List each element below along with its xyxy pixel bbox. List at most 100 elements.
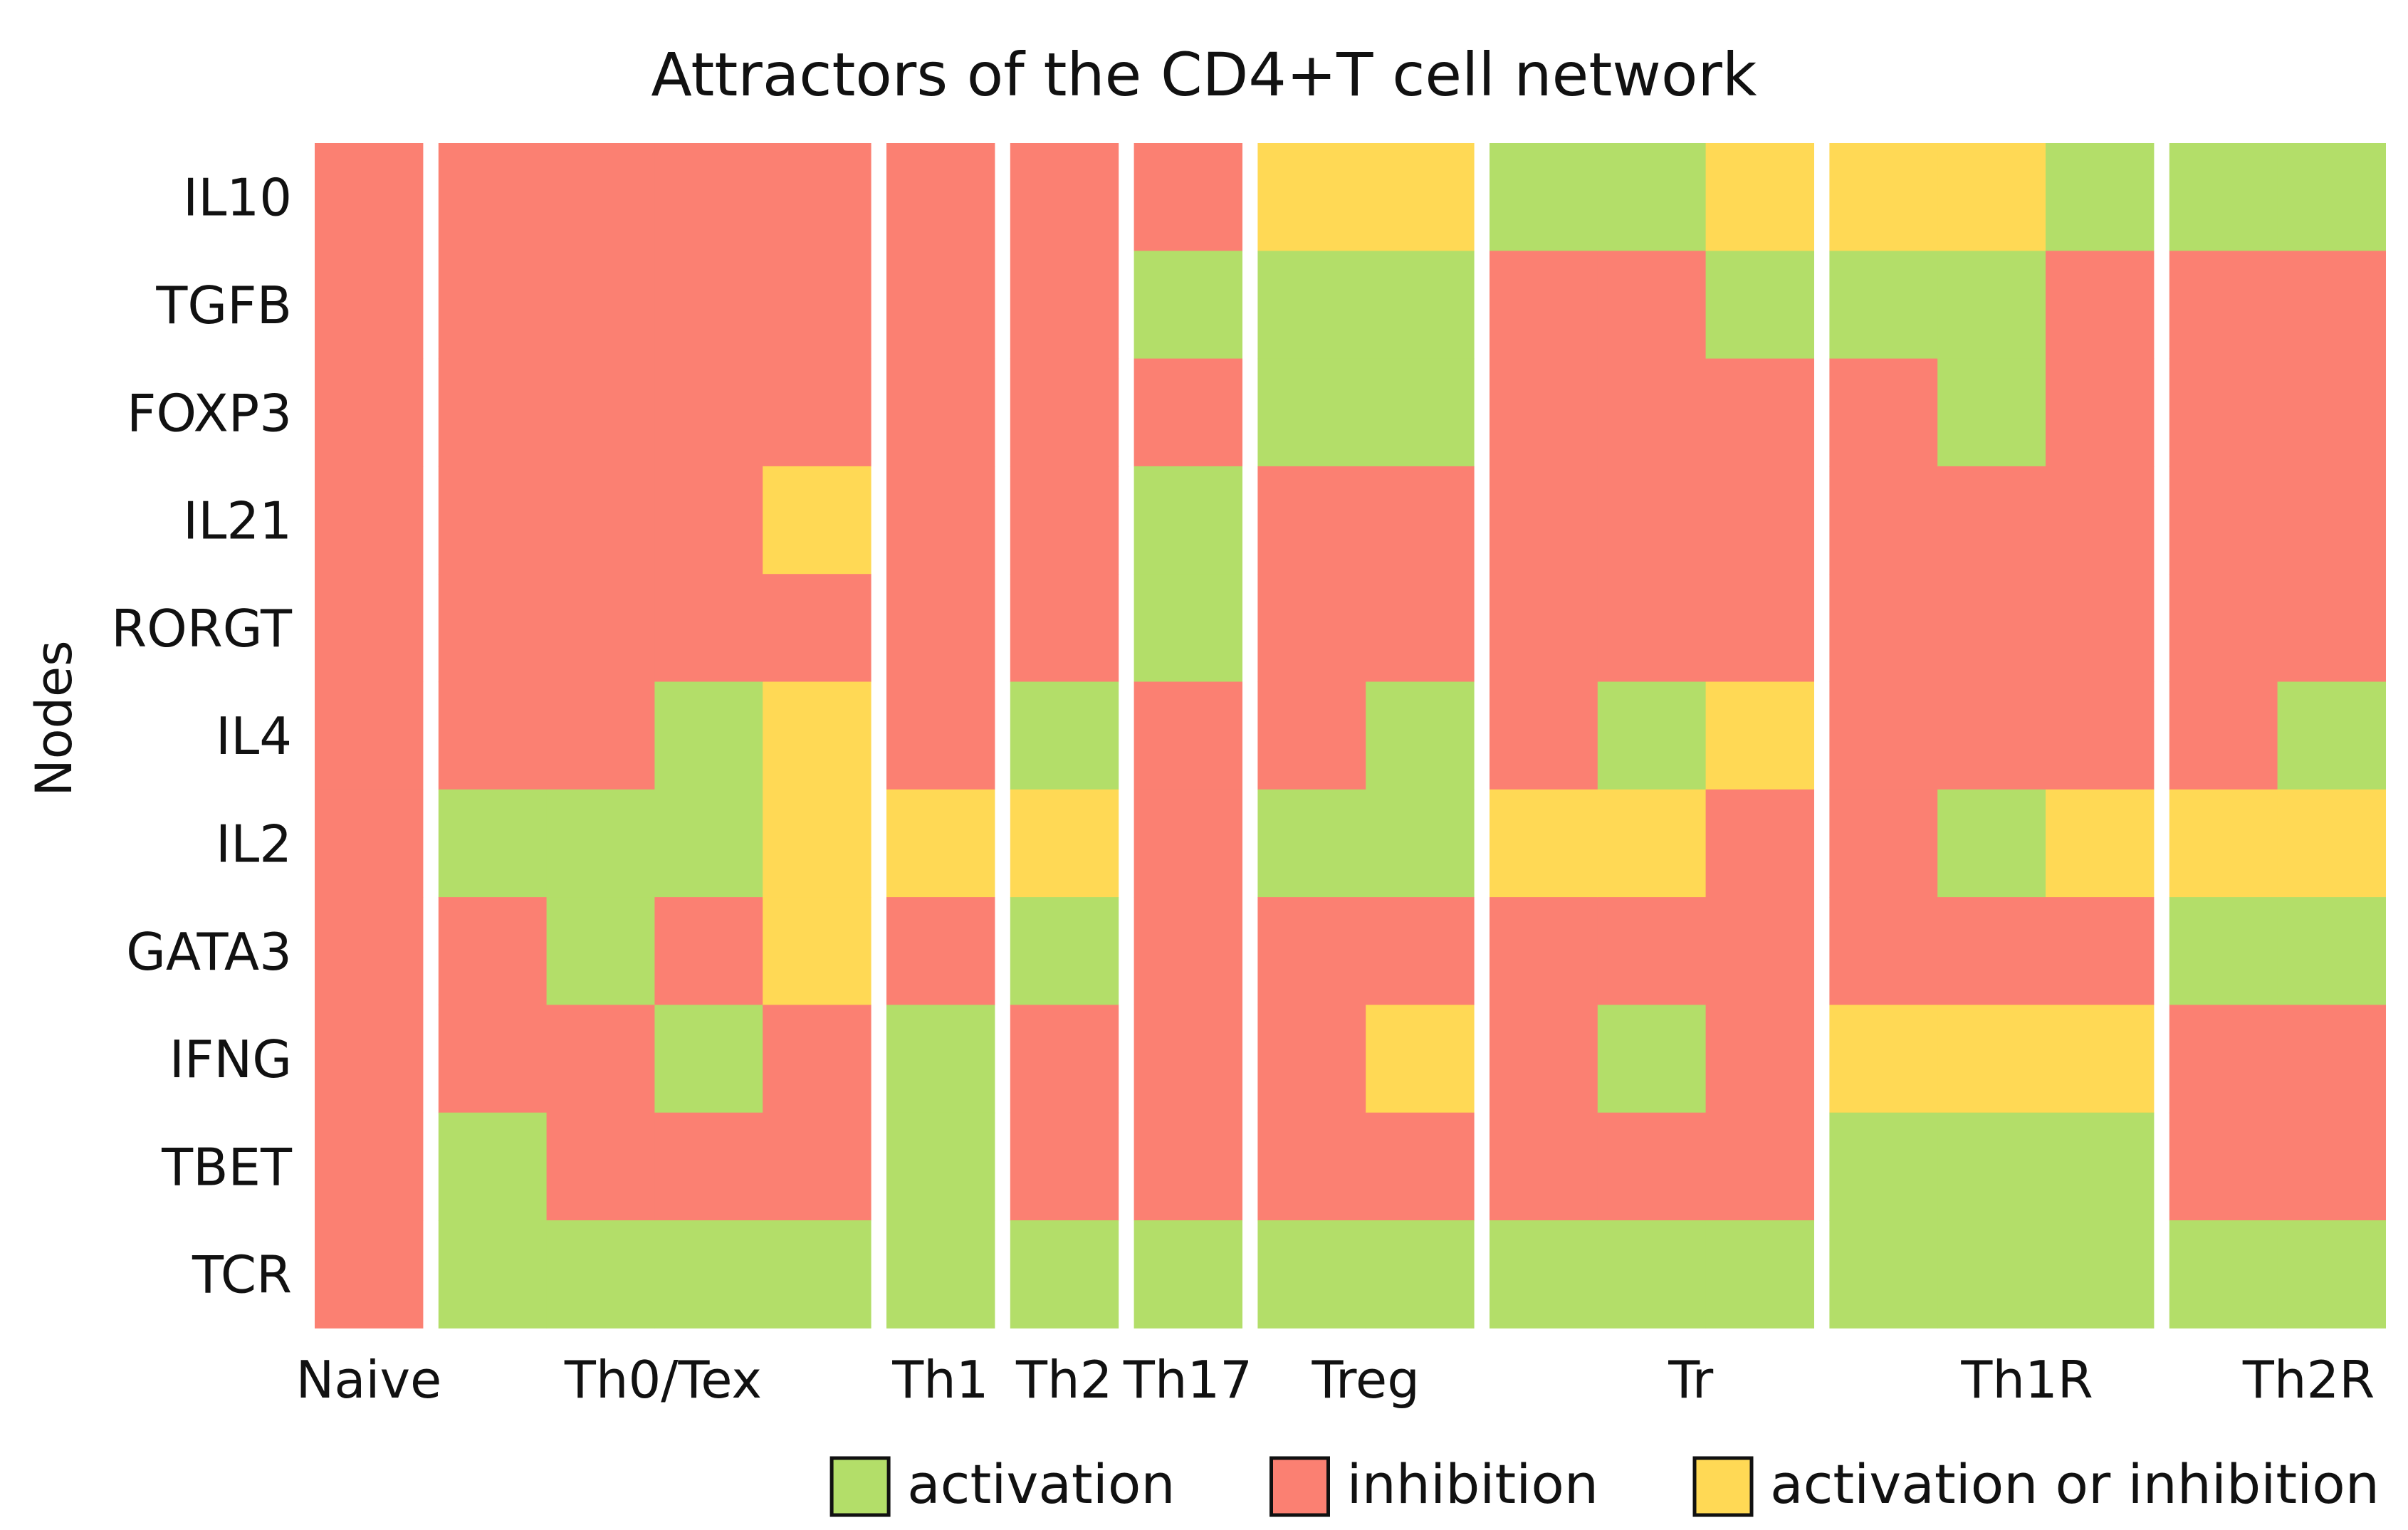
cell-th0tex-1-rorgt [438,574,548,683]
cell-th1r-14-rorgt [1937,574,2046,683]
cell-th2-6-tbet [1010,1112,1119,1221]
cell-th2r-17-tbet [2277,1112,2386,1221]
cell-treg-9-il21 [1366,466,1475,575]
cell-th1r-13-foxp3 [1829,358,1938,467]
cell-th1r-14-il2 [1937,789,2046,898]
cell-treg-9-il4 [1366,681,1475,790]
cell-th1r-13-tbet [1829,1112,1938,1221]
cell-th1r-13-il21 [1829,466,1938,575]
row-label-ifng: IFNG [169,1029,292,1089]
legend-label-activation-or-inhibition: activation or inhibition [1770,1452,2380,1516]
cell-th0tex-2-tbet [546,1112,655,1221]
cell-th2r-17-rorgt [2277,574,2386,683]
cell-tr-11-il21 [1597,466,1707,575]
cell-th17-7-ifng [1134,1005,1242,1114]
y-axis-label: Nodes [25,640,83,796]
cell-th0tex-1-tcr [438,1220,548,1329]
row-label-il4: IL4 [216,706,292,766]
cell-th0tex-3-tbet [654,1112,763,1221]
cell-naive-0-il10 [315,143,424,251]
cell-th0tex-2-foxp3 [546,358,655,467]
cell-tr-12-tbet [1705,1112,1814,1221]
group-label-tr: Tr [1668,1350,1713,1410]
cell-treg-8-gata3 [1257,897,1366,1005]
cell-treg-8-foxp3 [1257,358,1366,467]
cell-treg-9-il10 [1366,143,1475,251]
cell-th0tex-2-ifng [546,1005,655,1114]
cell-th2-6-gata3 [1010,897,1119,1005]
cell-tr-11-il2 [1597,789,1707,898]
cell-th1r-14-ifng [1937,1005,2046,1114]
cell-tr-11-il4 [1597,681,1707,790]
cell-tr-11-il10 [1597,143,1707,251]
group-label-th0tex: Th0/Tex [564,1350,762,1410]
cell-tr-12-il21 [1705,466,1814,575]
cell-th1r-14-il21 [1937,466,2046,575]
group-label-treg: Treg [1311,1350,1419,1410]
cell-th0tex-1-foxp3 [438,358,548,467]
cell-tr-12-il2 [1705,789,1814,898]
cell-naive-0-tgfb [315,251,424,360]
cell-th1r-14-il10 [1937,143,2046,251]
cell-th0tex-2-il10 [546,143,655,251]
cell-tr-10-il2 [1490,789,1598,898]
cell-th2r-16-il21 [2169,466,2278,575]
cell-th1r-15-tbet [2046,1112,2155,1221]
row-label-tcr: TCR [192,1245,292,1305]
cell-tr-10-tcr [1490,1220,1598,1329]
cell-th0tex-1-tgfb [438,251,548,360]
cell-naive-0-il2 [315,789,424,898]
cell-th2-6-tcr [1010,1220,1119,1329]
row-label-rorgt: RORGT [111,599,293,659]
group-label-th1r: Th1R [1960,1350,2093,1410]
cell-th0tex-4-tbet [763,1112,871,1221]
cell-th2r-16-tcr [2169,1220,2278,1329]
cell-th1-5-foxp3 [886,358,995,467]
cell-th1-5-il2 [886,789,995,898]
cell-th2-6-il21 [1010,466,1119,575]
cell-tr-12-il4 [1705,681,1814,790]
cell-th1r-15-ifng [2046,1005,2155,1114]
cell-th2-6-tgfb [1010,251,1119,360]
cell-th1r-13-tgfb [1829,251,1938,360]
cell-tr-12-tgfb [1705,251,1814,360]
cell-th1r-14-tcr [1937,1220,2046,1329]
cell-th0tex-4-tcr [763,1220,871,1329]
cell-naive-0-il21 [315,466,424,575]
cell-th17-7-rorgt [1134,574,1242,683]
cell-th0tex-4-tgfb [763,251,871,360]
cell-th1-5-il10 [886,143,995,251]
cell-tr-10-foxp3 [1490,358,1598,467]
cell-th2r-17-foxp3 [2277,358,2386,467]
row-label-tgfb: TGFB [155,276,292,335]
cell-th1r-15-il2 [2046,789,2155,898]
row-labels: IL10 TGFB FOXP3 IL21 RORGT IL4 IL2 GATA3 IFNG TBE… [111,168,293,1305]
row-label-il10: IL10 [183,168,292,228]
cell-th0tex-3-gata3 [654,897,763,1005]
group-label-naive: Naive [295,1350,441,1410]
cell-th1r-13-il4 [1829,681,1938,790]
cell-treg-8-il4 [1257,681,1366,790]
chart-title: Attractors of the CD4+T cell network [651,40,1757,110]
cell-tr-12-ifng [1705,1005,1814,1114]
legend-label-activation: activation [907,1452,1175,1516]
cell-th2r-16-il4 [2169,681,2278,790]
cell-th2r-17-il4 [2277,681,2386,790]
cell-treg-9-gata3 [1366,897,1475,1005]
cell-th2-6-rorgt [1010,574,1119,683]
cell-treg-9-rorgt [1366,574,1475,683]
cell-th1r-15-il21 [2046,466,2155,575]
cell-treg-9-foxp3 [1366,358,1475,467]
cell-th1r-13-gata3 [1829,897,1938,1005]
cell-tr-11-tgfb [1597,251,1707,360]
cell-th1r-15-tcr [2046,1220,2155,1329]
cell-tr-12-tcr [1705,1220,1814,1329]
cell-th2r-17-il10 [2277,143,2386,251]
cell-tr-12-rorgt [1705,574,1814,683]
cell-naive-0-gata3 [315,897,424,1005]
cell-tr-12-foxp3 [1705,358,1814,467]
cell-th0tex-4-il4 [763,681,871,790]
cell-th0tex-3-il4 [654,681,763,790]
row-label-il2: IL2 [216,814,292,874]
